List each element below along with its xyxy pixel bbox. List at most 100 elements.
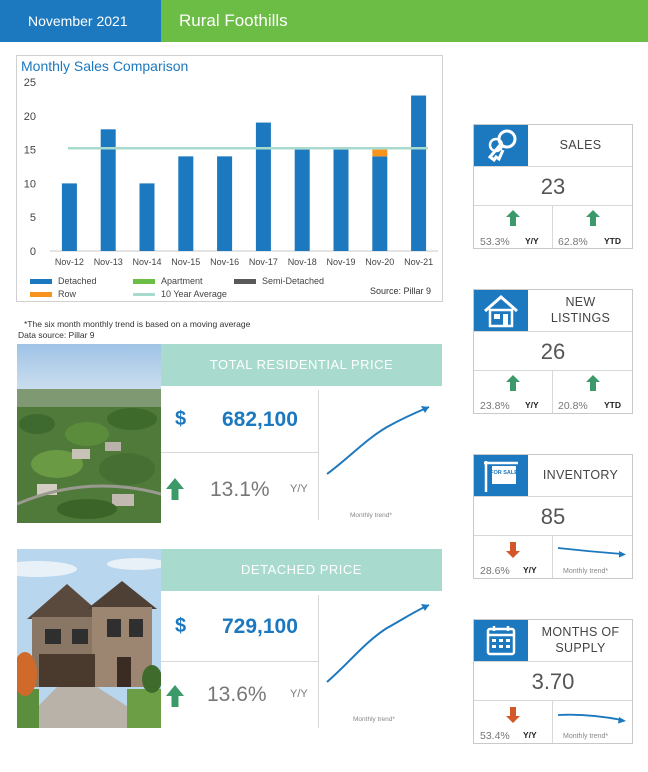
x-tick-label: Nov-18 [288,257,317,267]
legend-swatch [30,278,52,284]
down-arrow-icon [506,542,520,558]
sales-yy-change: 53.3% [480,236,510,248]
legend-label: Row [58,289,77,299]
inventory-title: INVENTORY [542,468,619,482]
for-sale-sign-icon: FOR SALE [484,461,518,492]
y-tick-label: 25 [24,77,36,89]
divider [474,166,632,167]
divider [318,595,319,728]
report-date: November 2021 [0,0,161,42]
bar-detached [217,156,233,251]
total-residential-change: 13.1% [210,478,270,501]
ytd-label: YTD [604,400,621,410]
x-tick-label: Nov-13 [94,257,123,267]
x-tick-label: Nov-15 [171,257,200,267]
legend-item-detached: Detached [30,276,97,286]
months-of-supply-title: MONTHS OF SUPPLY [528,624,633,656]
legend-swatch [133,278,155,284]
x-tick-label: Nov-20 [365,257,394,267]
new-listings-yy-change: 23.8% [480,400,510,412]
keys-icon [487,129,517,163]
bar-detached [411,95,427,251]
divider [552,536,553,578]
up-arrow-icon [166,478,184,500]
sales-icon-tile [474,125,528,166]
divider [161,661,318,662]
up-arrow-icon [506,210,520,226]
bar-detached [294,149,310,251]
legend-swatch [30,291,52,297]
bar-detached [178,156,194,251]
new-listings-ytd-change: 20.8% [558,400,588,412]
months-of-supply-title-line1: MONTHS OF [541,625,620,639]
detached-house-photo [17,549,161,728]
divider [474,331,632,332]
down-arrow-icon [506,707,520,723]
divider [474,205,632,206]
x-tick-label: Nov-17 [249,257,278,267]
change-period-label: Y/Y [290,483,308,495]
divider [552,701,553,743]
legend-item-semi-detached: Semi-Detached [234,276,324,286]
yy-label: Y/Y [525,236,539,246]
bar-detached [372,156,388,251]
up-arrow-icon [586,210,600,226]
inventory-icon-tile: FOR SALE [474,455,528,496]
sales-value: 23 [540,174,566,199]
divider [318,390,319,520]
up-arrow-icon [506,375,520,391]
y-tick-label: 10 [24,178,36,190]
bar-detached [139,183,155,251]
sales-bar-chart: 0 5 10 15 20 25 Nov-12 Nov-13 Nov-14 Nov-15 Nov-16… [24,77,438,267]
legend-swatch [133,292,155,296]
currency-symbol: $ [175,615,187,637]
bar-detached [255,122,271,251]
new-listings-value: 26 [540,339,566,364]
trend-label: Monthly trend* [353,716,395,723]
up-arrow-icon [166,685,184,707]
y-tick-label: 15 [24,145,36,157]
total-residential-trend-line [326,406,430,475]
y-tick-label: 20 [24,111,36,123]
divider [161,452,318,453]
months-of-supply-trend-line [557,713,626,724]
detached-change: 13.6% [207,683,267,706]
divider [474,370,632,371]
new-listings-title: NEW LISTINGS [528,294,633,326]
x-tick-label: Nov-14 [132,257,161,267]
x-tick-label: Nov-19 [326,257,355,267]
legend-item-row: Row [30,289,76,299]
currency-symbol: $ [175,408,187,430]
legend-label: 10 Year Average [161,289,227,299]
ytd-label: YTD [604,236,621,246]
trend-label: Monthly trend* [563,733,609,740]
bar-detached [100,129,116,251]
y-tick-label: 0 [30,246,36,258]
sign-text: FOR SALE [490,470,518,476]
total-residential-price-value: 682,100 [222,408,298,431]
detached-price-value: 729,100 [222,615,298,638]
neighbourhood-aerial-photo [17,344,161,523]
up-arrow-icon [586,375,600,391]
x-tick-label: Nov-16 [210,257,239,267]
legend-label: Apartment [161,276,203,286]
new-listings-title-line2: LISTINGS [550,311,611,325]
inventory-yy-change: 28.6% [480,565,510,577]
calendar-icon [486,626,516,656]
divider [552,206,553,248]
months-of-supply-value: 3.70 [531,669,575,694]
bar-detached [333,149,349,251]
area-title: Rural Foothills [161,0,648,42]
trend-note: *The six month monthly trend is based on… [24,319,251,329]
sales-chart-panel [16,55,443,302]
total-residential-price-header: TOTAL RESIDENTIAL PRICE [161,344,442,386]
y-tick-label: 5 [30,212,36,224]
divider [474,496,632,497]
bar-row [372,149,388,157]
x-tick-label: Nov-21 [404,257,433,267]
months-of-supply-title-line2: SUPPLY [555,641,606,655]
data-source-note: Data source: Pillar 9 [18,330,95,340]
sales-title: SALES [559,138,602,152]
yy-label: Y/Y [525,400,539,410]
trend-label: Monthly trend* [563,568,609,575]
